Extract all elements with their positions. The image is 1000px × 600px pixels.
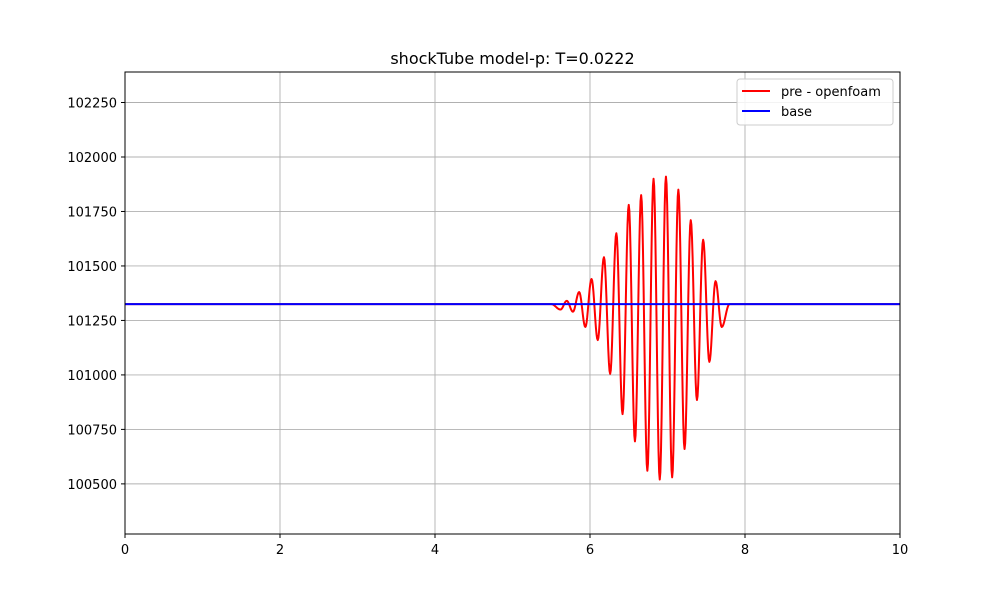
legend-label-pre-openfoam: pre - openfoam xyxy=(781,85,881,100)
plot-frame xyxy=(124,71,901,535)
y-axis-ticks: 100500 100750 101000 101250 101500 101750 1020… xyxy=(67,97,125,493)
x-tick-label: 4 xyxy=(431,543,439,558)
y-tick-label: 101500 xyxy=(67,260,117,275)
legend-label-base: base xyxy=(781,105,812,120)
series-line-pre-openfoam xyxy=(125,175,900,481)
x-tick-label: 10 xyxy=(892,543,909,558)
legend: pre - openfoam base xyxy=(736,78,894,126)
y-tick-label: 100750 xyxy=(67,423,117,438)
chart-title: shockTube model-p: T=0.0222 xyxy=(390,49,634,68)
y-tick-label: 100500 xyxy=(67,478,117,493)
y-tick-label: 102250 xyxy=(67,97,117,112)
series-layer xyxy=(125,175,900,481)
x-tick-label: 6 xyxy=(586,543,594,558)
y-tick-label: 101250 xyxy=(67,314,117,329)
x-axis-ticks: 0 2 4 6 8 10 xyxy=(121,534,908,558)
y-tick-label: 101000 xyxy=(67,369,117,384)
grid-lines xyxy=(124,72,901,534)
x-tick-label: 2 xyxy=(276,543,284,558)
y-tick-label: 102000 xyxy=(67,151,117,166)
y-tick-label: 101750 xyxy=(67,205,117,220)
legend-box xyxy=(736,78,894,126)
x-tick-label: 0 xyxy=(121,543,129,558)
x-tick-label: 8 xyxy=(741,543,749,558)
